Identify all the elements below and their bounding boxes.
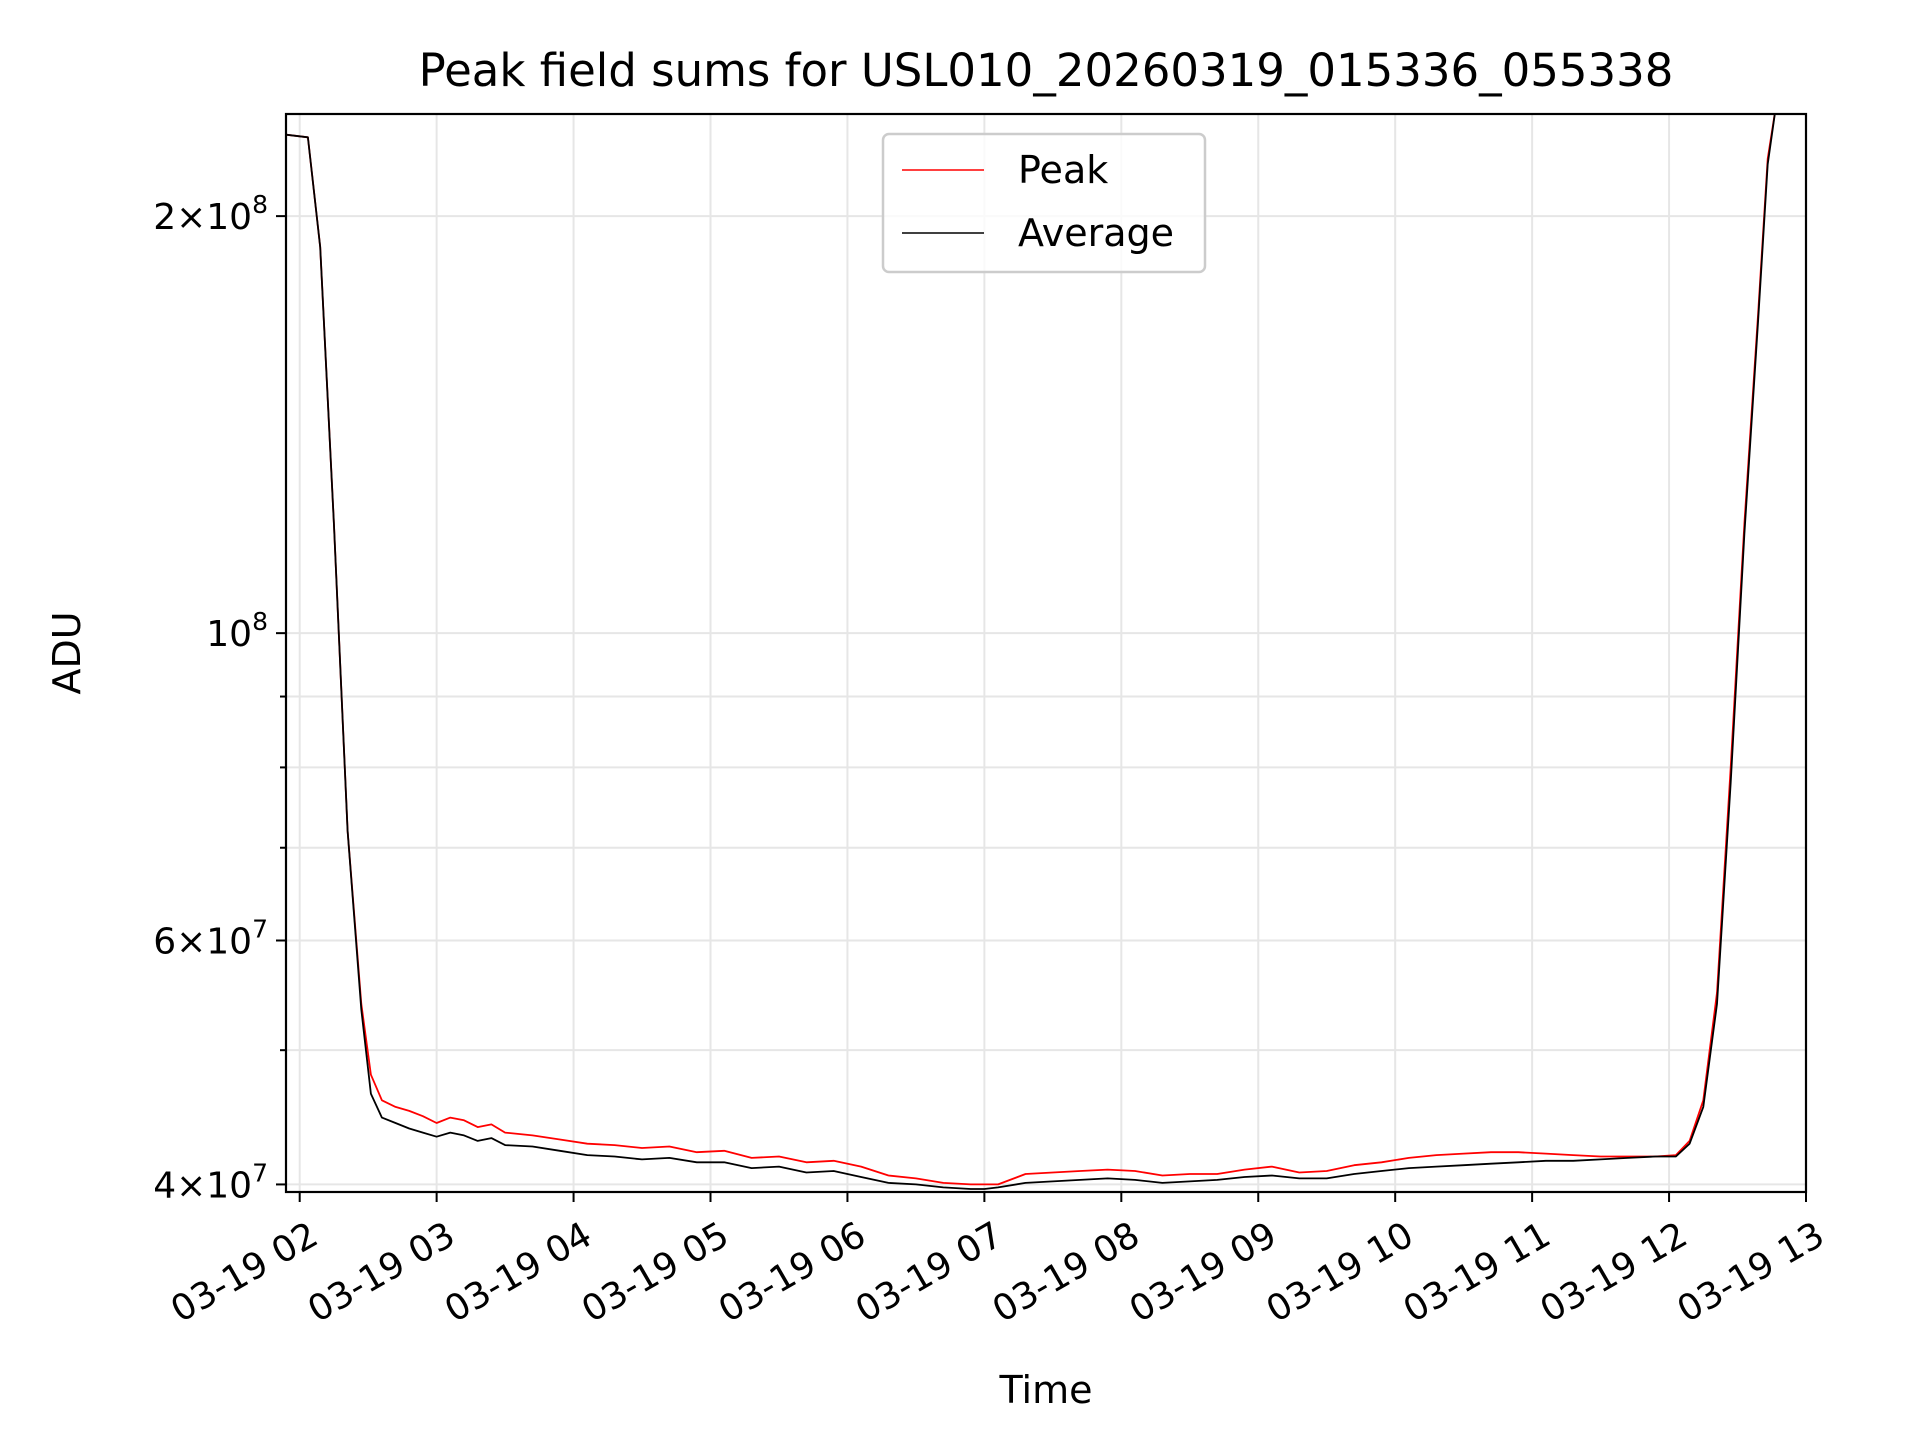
legend: Peak Average <box>881 132 1207 274</box>
x-tick-label: 03-19 11 <box>1397 1214 1558 1330</box>
y-axis-label: ADU <box>45 611 89 694</box>
legend-peak-label: Peak <box>1018 148 1108 192</box>
legend-average-label: Average <box>1018 211 1174 255</box>
x-tick-label: 03-19 09 <box>1123 1214 1284 1330</box>
x-tick-label: 03-19 07 <box>849 1214 1010 1330</box>
x-tick-label: 03-19 13 <box>1671 1214 1832 1330</box>
x-tick-label: 03-19 12 <box>1534 1214 1695 1330</box>
legend-box <box>881 132 1207 274</box>
y-tick-label: 6×107 <box>153 914 268 962</box>
chart-title: Peak field sums for USL010_20260319_0153… <box>419 44 1674 97</box>
x-tick-label: 03-19 05 <box>575 1214 736 1330</box>
x-tick-label: 03-19 08 <box>986 1214 1147 1330</box>
y-tick-label: 2×108 <box>153 190 268 238</box>
y-tick-label: 4×107 <box>153 1158 268 1206</box>
plot-series <box>286 114 1776 1190</box>
y-tick-label: 108 <box>206 607 268 655</box>
x-tick-label: 03-19 04 <box>438 1214 599 1330</box>
x-axis-label: Time <box>999 1368 1093 1412</box>
series-line-average <box>286 114 1776 1190</box>
axes-frame <box>284 112 1808 1194</box>
x-tick-label: 03-19 10 <box>1260 1214 1421 1330</box>
grid <box>286 114 1807 1192</box>
y-axis: 4×107 6×107 108 2×108 <box>153 190 286 1206</box>
x-tick-label: 03-19 02 <box>164 1214 325 1330</box>
series-line-peak <box>286 114 1776 1186</box>
x-tick-label: 03-19 03 <box>301 1214 462 1330</box>
x-tick-label: 03-19 06 <box>712 1214 873 1330</box>
